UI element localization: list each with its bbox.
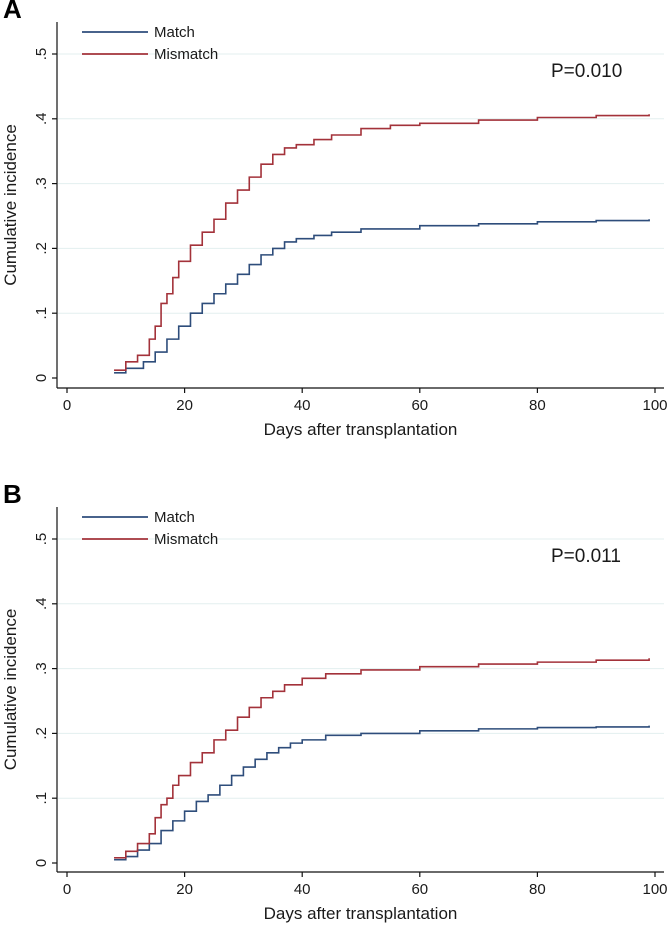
x-tick-label: 0 bbox=[63, 881, 71, 898]
series-line-mismatch bbox=[114, 658, 650, 859]
x-axis-title: Days after transplantation bbox=[264, 904, 458, 923]
x-tick-label: 80 bbox=[529, 881, 546, 898]
x-tick-label: 20 bbox=[176, 397, 193, 414]
y-tick-label: 0 bbox=[33, 859, 50, 867]
y-tick-label: .5 bbox=[33, 48, 50, 61]
x-tick-label: 100 bbox=[642, 397, 667, 414]
series-line-match bbox=[114, 725, 650, 861]
p-value-annotation: P=0.011 bbox=[551, 546, 621, 567]
x-tick-label: 100 bbox=[642, 881, 667, 898]
x-tick-label: 80 bbox=[529, 397, 546, 414]
x-tick-label: 40 bbox=[294, 881, 311, 898]
x-tick-label: 60 bbox=[411, 397, 428, 414]
y-tick-label: 0 bbox=[33, 374, 50, 382]
chart-panel-b: B 0 .1 .2 .3 .4 .5 0 20 40 60 80 100 Days after trans… bbox=[1, 479, 668, 923]
x-tick-label: 20 bbox=[176, 881, 193, 898]
x-tick-label: 0 bbox=[63, 397, 71, 414]
x-tick-label: 60 bbox=[411, 881, 428, 898]
y-tick-label: .3 bbox=[33, 177, 50, 190]
y-tick-label: .2 bbox=[33, 242, 50, 255]
p-value-annotation: P=0.010 bbox=[551, 61, 622, 82]
chart-panel-a: A 0 .1 .2 .3 .4 .5 0 20 40 60 80 100 Days after trans… bbox=[1, 0, 668, 439]
y-tick-label: .1 bbox=[33, 307, 50, 320]
series-line-mismatch bbox=[114, 114, 650, 372]
legend-label-mismatch: Mismatch bbox=[154, 46, 218, 63]
y-tick-label: .4 bbox=[33, 113, 50, 126]
y-tick-label: .3 bbox=[33, 662, 50, 675]
y-tick-label: .5 bbox=[33, 533, 50, 546]
legend-label-match: Match bbox=[154, 24, 195, 41]
legend-label-mismatch: Mismatch bbox=[154, 531, 218, 548]
x-tick-label: 40 bbox=[294, 397, 311, 414]
legend-label-match: Match bbox=[154, 509, 195, 526]
y-axis-title: Cumulative incidence bbox=[1, 609, 20, 771]
panel-label: A bbox=[3, 0, 22, 24]
y-tick-label: .2 bbox=[33, 727, 50, 740]
series-line-match bbox=[114, 219, 650, 374]
panel-label: B bbox=[3, 479, 22, 509]
y-tick-label: .4 bbox=[33, 598, 50, 611]
y-tick-label: .1 bbox=[33, 792, 50, 805]
x-axis-title: Days after transplantation bbox=[264, 420, 458, 439]
y-axis-title: Cumulative incidence bbox=[1, 124, 20, 286]
